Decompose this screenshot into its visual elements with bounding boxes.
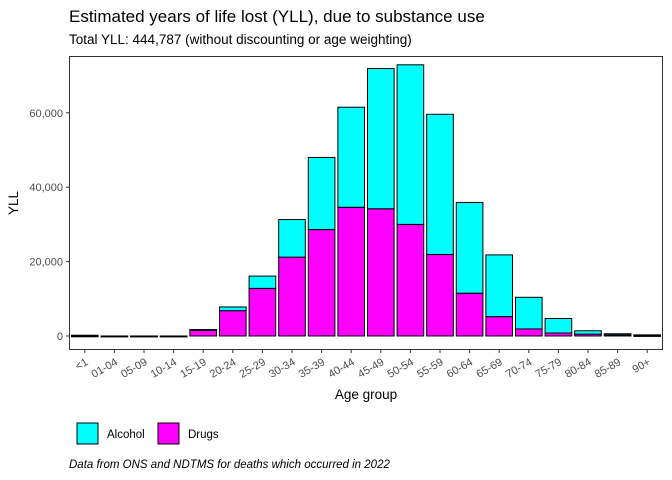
x-tick-label: 80-84 — [563, 356, 593, 380]
bar-alcohol-85-89 — [603, 333, 632, 336]
bar-drugs-45-49 — [366, 208, 395, 337]
legend-label-alcohol: Alcohol — [107, 429, 145, 441]
bar-alcohol-01-04 — [100, 335, 129, 338]
legend-key-drugs — [157, 422, 180, 445]
bar-alcohol-60-64 — [455, 201, 484, 294]
x-tick-label: 30-34 — [267, 356, 297, 380]
bar-drugs-35-39 — [307, 229, 336, 337]
bar-drugs-60-64 — [455, 292, 484, 337]
legend-label-drugs: Drugs — [188, 429, 219, 441]
bar-drugs-40-44 — [337, 206, 366, 337]
x-tick-label: 75-79 — [534, 356, 564, 380]
x-tick-label: 65-69 — [474, 356, 504, 380]
chart-subtitle: Total YLL: 444,787 (without discounting … — [69, 32, 412, 47]
bar-alcohol-25-29 — [248, 275, 277, 289]
bar-drugs-65-69 — [485, 316, 514, 337]
bar-drugs-30-34 — [278, 256, 306, 337]
bar-alcohol-10-14 — [159, 335, 188, 338]
y-tick-label: 20,000 — [29, 257, 63, 269]
x-axis-title: Age group — [335, 387, 397, 402]
x-tick-label: 10-14 — [149, 356, 179, 380]
bar-alcohol-45-49 — [366, 68, 395, 210]
legend: Alcohol Drugs — [76, 422, 219, 445]
bar-drugs-70-74 — [514, 328, 543, 337]
bar-alcohol-80-84 — [574, 330, 602, 335]
x-axis: <1 01-04 05-09 10-14 15-19 20-24 25-29 30-34 35-… — [73, 349, 653, 381]
x-tick-label: 60-64 — [445, 356, 475, 380]
legend-key-alcohol — [76, 422, 99, 445]
x-tick-label: 01-04 — [90, 356, 120, 380]
x-tick-label: 55-59 — [415, 356, 445, 380]
x-tick-label: 70-74 — [504, 356, 534, 380]
y-tick-label: 40,000 — [29, 182, 63, 194]
bar-alcohol-05-09 — [130, 335, 158, 338]
x-tick-label: 90+ — [631, 356, 653, 376]
x-tick-label: 45-49 — [356, 356, 386, 380]
y-tick-label: 0 — [57, 331, 63, 343]
chart-title: Estimated years of life lost (YLL), due … — [69, 7, 485, 26]
bar-alcohol-50-54 — [396, 64, 425, 225]
y-axis-title: YLL — [6, 191, 21, 216]
bar-alcohol-90 — [633, 334, 662, 337]
bar-alcohol-35-39 — [307, 156, 336, 231]
bar-alcohol-1 — [70, 334, 99, 337]
y-axis: 0 20,000 40,000 60,000 — [29, 108, 70, 343]
bar-alcohol-55-59 — [426, 113, 454, 256]
x-tick-label: 20-24 — [208, 356, 238, 380]
bar-drugs-20-24 — [218, 310, 247, 337]
x-tick-label: 85-89 — [593, 356, 623, 380]
plot-panel — [69, 56, 663, 350]
bar-alcohol-30-34 — [278, 219, 306, 258]
x-tick-label: 35-39 — [297, 356, 327, 380]
bar-alcohol-75-79 — [544, 317, 573, 334]
x-tick-label: 40-44 — [326, 356, 356, 380]
y-tick-label: 60,000 — [29, 108, 63, 120]
x-tick-label: <1 — [73, 356, 90, 373]
x-tick-label: 50-54 — [386, 356, 416, 380]
bar-alcohol-15-19 — [189, 329, 218, 331]
x-tick-label: 15-19 — [178, 356, 208, 380]
bars-group — [70, 64, 662, 338]
bar-alcohol-40-44 — [337, 106, 366, 208]
bar-drugs-50-54 — [396, 223, 425, 337]
bar-drugs-25-29 — [248, 287, 277, 337]
x-tick-label: 25-29 — [238, 356, 268, 380]
bar-alcohol-65-69 — [485, 254, 514, 318]
x-tick-label: 05-09 — [119, 356, 149, 380]
bar-drugs-55-59 — [426, 254, 454, 337]
bar-alcohol-20-24 — [218, 306, 247, 312]
chart-caption: Data from ONS and NDTMS for deaths which… — [69, 459, 390, 471]
bar-alcohol-70-74 — [514, 296, 543, 330]
